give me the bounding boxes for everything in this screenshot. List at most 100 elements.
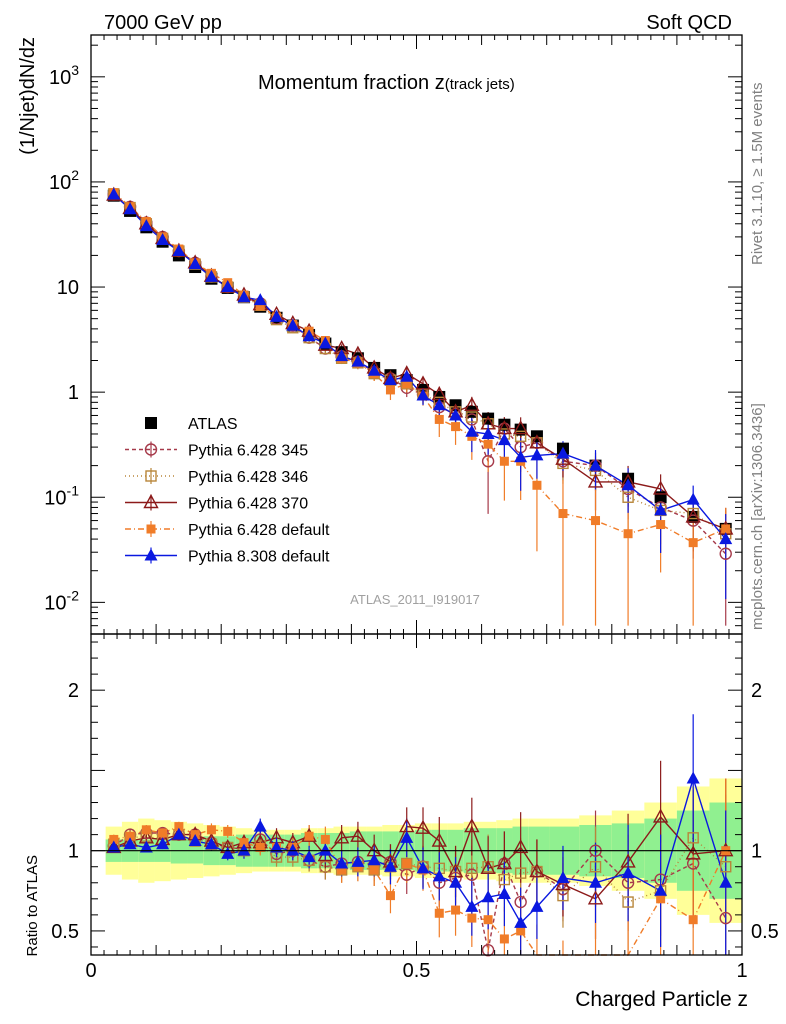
marker-main-5-26 xyxy=(530,448,544,461)
marker-main-5-18 xyxy=(400,369,414,382)
marker-ratio-5-10 xyxy=(270,840,284,853)
header-left: 7000 GeV pp xyxy=(104,12,222,34)
marker-ratio-3-31 xyxy=(685,845,701,860)
legend-label-5: Pythia 8.308 default xyxy=(188,549,330,566)
marker-main-5-20 xyxy=(432,398,446,411)
marker-main-5-12 xyxy=(302,329,316,342)
header-right: Soft QCD xyxy=(646,12,732,34)
legend-marker-4 xyxy=(146,524,156,534)
legend-label-2: Pythia 6.428 346 xyxy=(188,469,308,486)
marker-ratio-4-6 xyxy=(206,825,216,835)
marker-ratio-5-30 xyxy=(654,883,668,896)
marker-main-5-2 xyxy=(139,219,153,232)
marker-main-2-22 xyxy=(466,411,478,423)
marker-main-5-27 xyxy=(556,446,570,459)
legend-marker-0 xyxy=(145,417,157,429)
marker-ratio-5-12 xyxy=(302,850,316,863)
marker-ratio-5-1 xyxy=(123,837,137,850)
main-frame xyxy=(90,34,743,635)
legend-label-0: ATLAS xyxy=(188,416,238,433)
marker-main-4-23 xyxy=(483,439,493,449)
marker-ratio-4-12 xyxy=(304,831,314,841)
y-tick-base-5: 10 xyxy=(49,67,71,89)
y-tick-exp-1: -1 xyxy=(67,482,80,498)
x-tick-label-0: 0 xyxy=(85,960,96,982)
marker-ratio-5-8 xyxy=(237,843,251,856)
y-tick-label-2: 1 xyxy=(68,382,79,404)
marker-ratio-5-17 xyxy=(383,859,397,872)
marker-ratio-5-23 xyxy=(481,890,495,903)
y-tick-base-4: 10 xyxy=(49,172,71,194)
marker-ratio-5-5 xyxy=(188,834,202,847)
marker-main-4-29 xyxy=(623,529,633,539)
marker-main-2-29 xyxy=(622,491,634,503)
marker-ratio-5-0 xyxy=(107,840,121,853)
marker-ratio-4-31 xyxy=(688,915,698,925)
marker-ratio-5-14 xyxy=(335,856,349,869)
legend-marker-3 xyxy=(143,494,159,509)
legend-marker-5 xyxy=(144,548,158,561)
y-axis-title: (1/Njet)dN/dz xyxy=(17,37,39,155)
y-tick-label-4: 102 xyxy=(49,167,79,194)
marker-main-1-23 xyxy=(481,455,495,468)
marker-main-5-10 xyxy=(270,309,284,322)
marker-main-2-25 xyxy=(514,430,527,443)
marker-ratio-2-25 xyxy=(514,867,527,879)
legend-marker-1 xyxy=(144,443,158,456)
ratio-tick-label-left-1: 1 xyxy=(68,841,79,863)
atlas-point-31 xyxy=(687,510,700,523)
marker-main-5-32 xyxy=(719,532,733,545)
legend-marker-2 xyxy=(145,470,157,482)
marker-ratio-1-23 xyxy=(481,943,495,957)
ratio-tick-label-right-2: 2 xyxy=(751,680,762,702)
legend-label-4: Pythia 6.428 default xyxy=(188,522,330,539)
marker-main-5-7 xyxy=(221,280,235,293)
marker-ratio-5-16 xyxy=(367,853,381,866)
marker-main-5-5 xyxy=(188,257,202,270)
x-tick-label-1: 0.5 xyxy=(403,960,431,982)
marker-ratio-5-25 xyxy=(514,915,528,928)
marker-main-5-28 xyxy=(589,458,603,471)
marker-ratio-4-18 xyxy=(402,859,412,869)
marker-ratio-1-18 xyxy=(400,868,413,881)
chart-title-main: Momentum fraction z xyxy=(258,72,445,94)
marker-ratio-4-4 xyxy=(174,822,184,832)
marker-ratio-5-15 xyxy=(351,854,365,867)
ratio-tick-label-left-2: 2 xyxy=(68,680,79,702)
marker-ratio-4-17 xyxy=(385,891,395,901)
marker-main-4-17 xyxy=(385,385,395,395)
marker-main-5-23 xyxy=(481,426,495,439)
marker-ratio-4-9 xyxy=(255,842,265,852)
y-tick-exp-0: -2 xyxy=(67,587,80,603)
marker-main-4-30 xyxy=(656,520,666,530)
marker-main-5-16 xyxy=(367,363,381,376)
marker-ratio-3-20 xyxy=(431,832,447,847)
marker-ratio-1-22 xyxy=(465,868,479,881)
marker-ratio-5-9 xyxy=(253,819,267,832)
marker-main-5-24 xyxy=(497,433,511,446)
ratio-tick-label-right-1: 1 xyxy=(751,841,762,863)
marker-ratio-4-14 xyxy=(337,865,347,875)
marker-ratio-4-30 xyxy=(656,894,666,904)
analysis-label: ATLAS_2011_I919017 xyxy=(350,592,480,607)
marker-ratio-4-16 xyxy=(369,865,379,875)
chart-title: Momentum fraction z(track jets) xyxy=(258,72,515,94)
marker-main-3-28 xyxy=(587,473,604,488)
marker-main-5-15 xyxy=(351,354,365,367)
marker-ratio-4-21 xyxy=(451,905,461,915)
marker-ratio-4-0 xyxy=(109,834,119,844)
marker-ratio-1-31 xyxy=(686,857,700,870)
marker-ratio-5-21 xyxy=(449,875,463,888)
marker-main-3-30 xyxy=(652,480,669,495)
marker-ratio-2-31 xyxy=(687,832,699,844)
marker-ratio-3-27 xyxy=(555,875,571,891)
marker-ratio-5-13 xyxy=(318,843,332,856)
marker-ratio-3-22 xyxy=(464,818,480,833)
marker-main-5-25 xyxy=(514,450,528,463)
marker-main-5-21 xyxy=(449,408,463,421)
marker-ratio-5-32 xyxy=(719,875,733,888)
marker-ratio-3-24 xyxy=(496,855,513,870)
marker-ratio-4-25 xyxy=(516,926,526,936)
marker-ratio-3-14 xyxy=(333,829,350,844)
ratio-tick-label-right-0: 0.5 xyxy=(751,921,779,943)
